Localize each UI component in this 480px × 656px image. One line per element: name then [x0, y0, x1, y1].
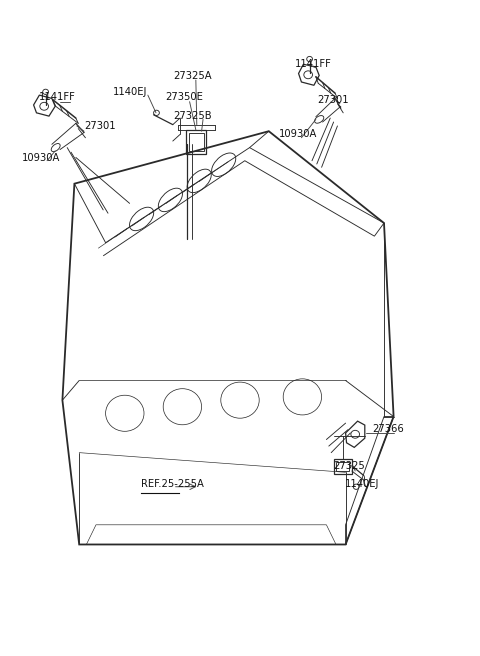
- Text: 1140EJ: 1140EJ: [345, 479, 379, 489]
- Text: 1140EJ: 1140EJ: [113, 87, 147, 97]
- Text: 27325A: 27325A: [173, 72, 211, 81]
- Text: 27366: 27366: [372, 424, 404, 434]
- Text: 27301: 27301: [317, 95, 348, 105]
- Text: 1141FF: 1141FF: [38, 92, 75, 102]
- Text: 10930A: 10930A: [278, 129, 317, 139]
- Text: 27350E: 27350E: [166, 92, 204, 102]
- Text: 27301: 27301: [84, 121, 116, 131]
- Text: 27325: 27325: [334, 461, 365, 471]
- Text: REF.25-255A: REF.25-255A: [141, 480, 204, 489]
- Text: 1141FF: 1141FF: [295, 59, 332, 69]
- Text: 10930A: 10930A: [22, 153, 60, 163]
- Text: 27325B: 27325B: [173, 112, 211, 121]
